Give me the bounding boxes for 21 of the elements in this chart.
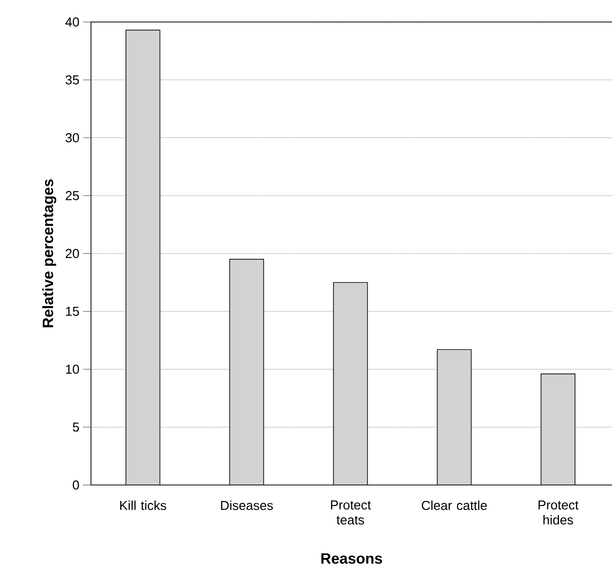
y-tick-label: 35 bbox=[66, 75, 79, 84]
y-tick-label: 0 bbox=[72, 480, 79, 490]
bar bbox=[230, 259, 264, 485]
x-tick-label: Diseases bbox=[221, 500, 273, 510]
y-tick-label: 30 bbox=[66, 133, 79, 142]
bar bbox=[437, 350, 472, 485]
y-axis-title: Relative percentages bbox=[42, 179, 56, 328]
y-tick-label: 10 bbox=[66, 364, 79, 374]
x-axis-title: Reasons bbox=[321, 553, 382, 564]
y-tick-label: 15 bbox=[66, 306, 79, 316]
bar bbox=[333, 282, 368, 485]
y-tick-label: 40 bbox=[65, 17, 79, 27]
y-tick-label: 25 bbox=[66, 191, 79, 200]
x-tick-label: Clear cattle bbox=[422, 500, 487, 510]
y-tick-label: 5 bbox=[72, 422, 79, 432]
y-tick-label: 20 bbox=[66, 248, 79, 258]
bar bbox=[540, 374, 576, 485]
x-tick-label: Kill ticks bbox=[120, 500, 166, 510]
x-tick-label: Protect hides bbox=[538, 500, 578, 524]
bar bbox=[126, 30, 160, 485]
x-tick-label: Protect teats bbox=[331, 500, 371, 524]
